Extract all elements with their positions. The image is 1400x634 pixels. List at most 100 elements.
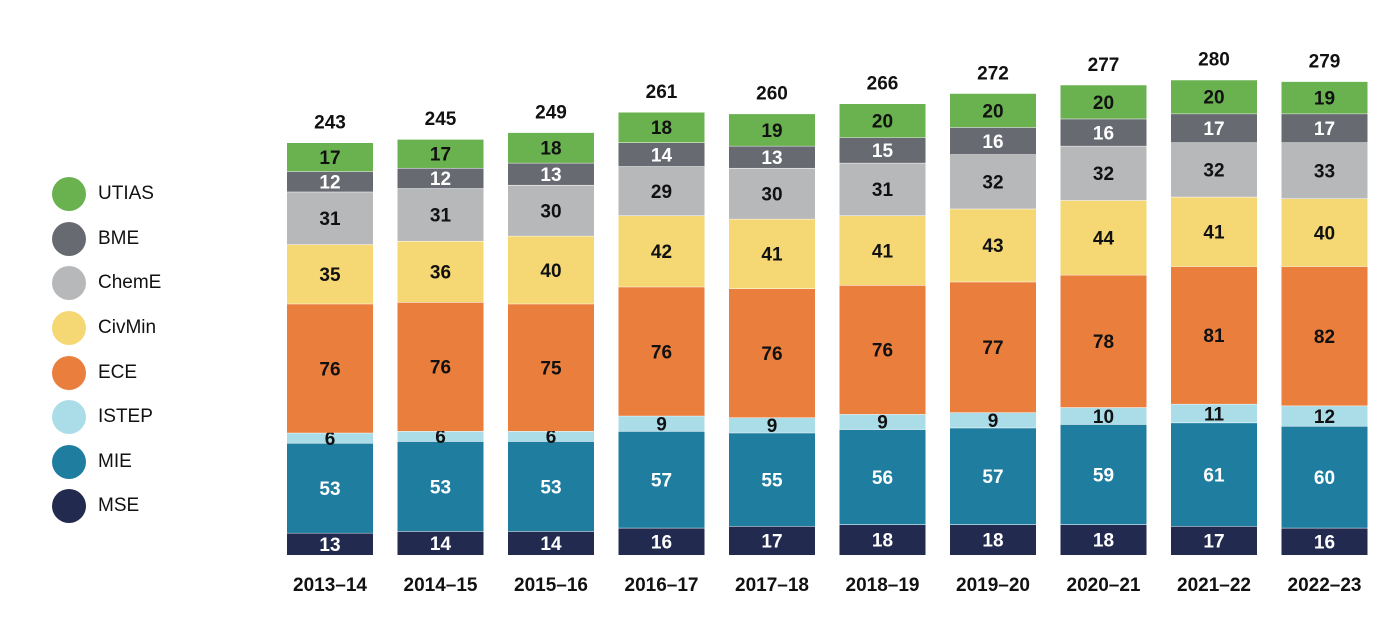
bar-segment-mie [1281,425,1368,528]
data-label: 17 [430,145,451,166]
data-label: 31 [430,206,452,227]
data-label: 43 [982,236,1003,257]
bar-segment-mse [508,531,594,555]
bar-segment-utias [1281,81,1368,114]
bar-segment-cheme [950,154,1036,209]
bar-segment-utias [397,139,484,168]
data-label: 75 [540,358,562,379]
data-label: 78 [1093,332,1114,353]
data-label: 6 [546,427,557,448]
data-label: 17 [1314,119,1335,140]
data-label: 32 [982,173,1003,194]
data-label: 18 [982,531,1003,552]
data-label: 30 [540,201,561,222]
bar-segment-civmin [618,215,705,287]
bar-segment-utias [1171,79,1257,114]
bar-segment-mse [618,527,705,555]
bar-segment-mse [1171,526,1257,555]
bar-segment-cheme [508,184,594,236]
bar-segment-bme [1281,113,1368,143]
bar-stack: 14 53 6 75 40 30 13 18 249 2015–16 [508,102,594,596]
bar-segment-cheme [1171,142,1257,197]
bar-segment-istep [729,417,815,433]
data-label: 17 [1203,119,1224,140]
data-label: 57 [982,467,1003,488]
data-label: 15 [872,141,894,162]
x-tick-label: 2017–18 [735,575,809,596]
legend-label: MSE [98,495,140,517]
bar-segment-civmin [1171,196,1257,267]
legend-swatch [52,355,86,390]
bar-segment-bme [397,167,484,189]
data-label: 16 [982,132,1003,153]
data-label: 17 [319,148,340,169]
bar-segment-bme [618,142,705,167]
bar-segment-mie [729,432,815,527]
bar-segment-cheme [1281,142,1368,199]
bar-segment-mse [287,532,373,555]
bar-stack: 18 56 9 76 41 31 15 20 266 2018–19 [839,73,926,596]
x-tick-label: 2014–15 [404,575,478,596]
bar-segment-bme [950,127,1036,155]
bar-segment-ece [1060,274,1147,408]
legend-item-utias: UTIAS [52,172,202,217]
data-label: 32 [1203,161,1224,182]
legend-swatch [52,400,86,435]
bar-segment-cheme [839,162,926,216]
data-label: 35 [319,265,341,286]
data-label: 77 [982,338,1003,359]
data-label: 42 [651,242,672,263]
data-label: 31 [319,209,341,230]
data-label: 55 [761,470,783,491]
data-label: 44 [1093,229,1115,250]
data-label: 60 [1314,468,1335,489]
data-label: 30 [761,184,782,205]
data-label: 40 [1314,223,1335,244]
data-label: 18 [651,118,672,139]
bar-segment-utias [287,142,373,172]
data-label: 18 [540,139,561,160]
bar-segment-civmin [397,240,484,303]
bar-segment-utias [950,93,1036,128]
data-label: 20 [1203,88,1224,109]
data-label: 53 [540,477,561,498]
data-label: 12 [319,173,340,194]
bar-segment-mie [508,441,594,532]
legend-swatch [52,221,86,256]
x-tick-label: 2022–23 [1288,575,1362,596]
bar-segment-civmin [1060,200,1147,275]
bar-segment-mse [1281,527,1368,555]
total-label: 243 [314,113,346,134]
bar-segment-bme [1171,113,1257,143]
data-label: 76 [319,359,340,380]
data-label: 41 [872,241,894,262]
x-tick-label: 2019–20 [956,575,1030,596]
data-label: 19 [1314,89,1335,110]
x-tick-label: 2020–21 [1067,575,1141,596]
bar-stack: 13 53 6 76 35 31 12 17 243 2013–14 [287,113,373,596]
bar-segment-istep [618,415,705,432]
data-label: 56 [872,468,893,489]
bar-segment-ece [397,302,484,432]
x-tick-label: 2013–14 [293,575,367,596]
bar-segment-cheme [1060,145,1147,201]
bar-stack: 14 53 6 76 36 31 12 17 245 2014–15 [397,109,484,596]
legend-label: MIE [98,450,132,472]
bar-segment-ece [950,281,1036,413]
data-label: 41 [761,245,783,266]
data-label: 33 [1314,162,1335,183]
data-label: 14 [651,145,673,166]
data-label: 12 [1314,407,1335,428]
bar-segment-istep [508,431,594,442]
bar-segment-cheme [729,167,815,219]
bar-segment-mse [397,531,484,555]
data-label: 6 [325,429,336,450]
legend-swatch [52,266,86,301]
data-label: 76 [761,344,782,365]
bar-segment-mie [1171,422,1257,527]
data-label: 10 [1093,407,1114,428]
data-label: 9 [877,413,888,434]
bar-segment-bme [287,171,373,192]
bar-segment-istep [950,412,1036,428]
